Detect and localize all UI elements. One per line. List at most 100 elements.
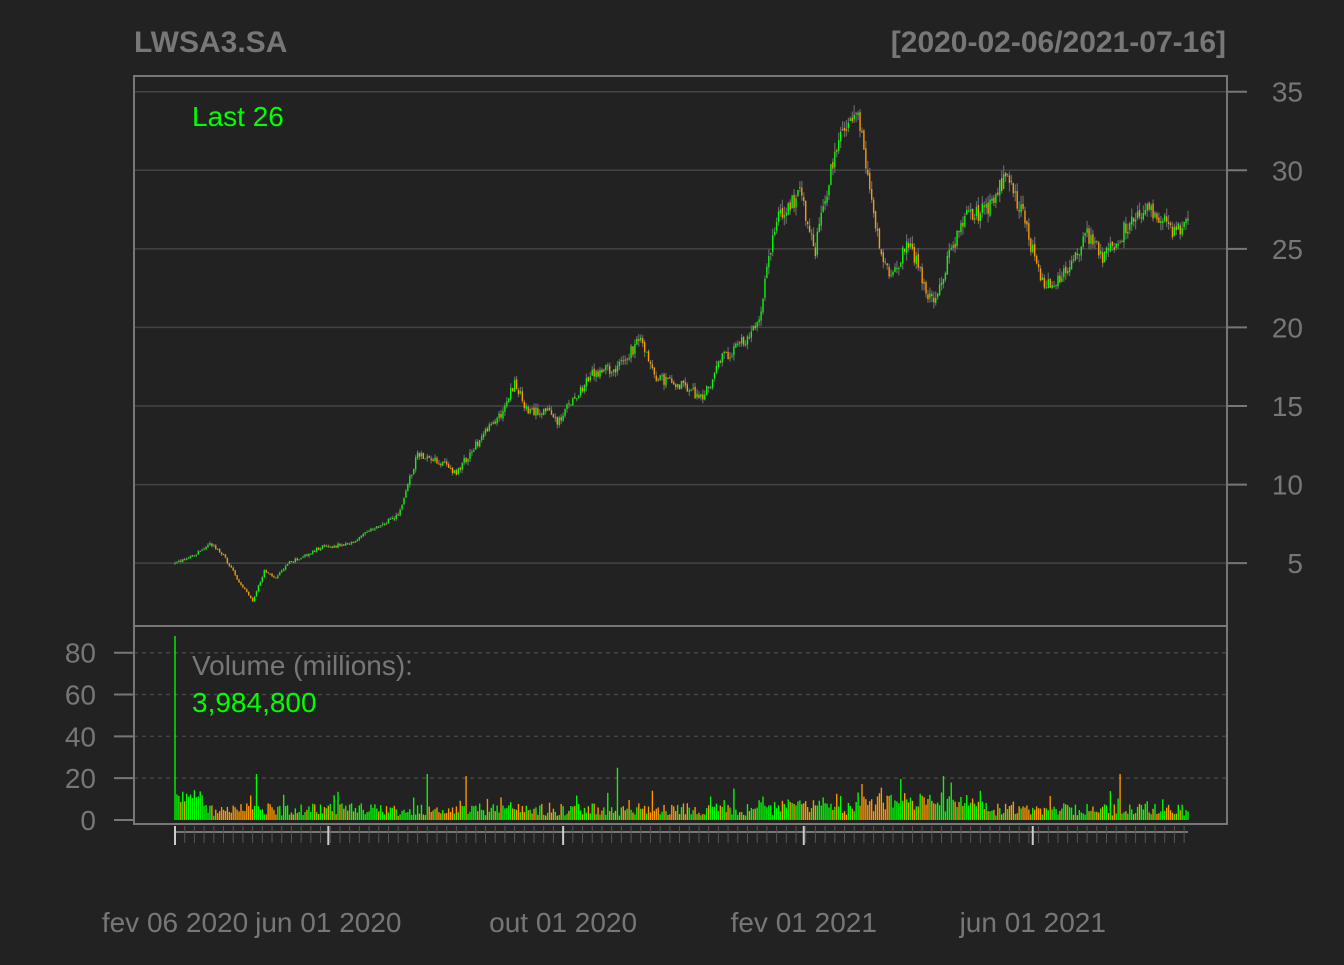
volume-bar bbox=[232, 805, 234, 820]
candle-body bbox=[438, 463, 440, 465]
candle-body bbox=[1086, 228, 1088, 233]
candle-body bbox=[832, 162, 834, 169]
candle-body bbox=[498, 413, 500, 419]
volume-bar bbox=[207, 812, 209, 820]
candle-body bbox=[525, 405, 527, 410]
price-grid bbox=[134, 90, 1227, 564]
candle-body bbox=[1167, 222, 1170, 224]
volume-bar bbox=[1086, 803, 1088, 820]
volume-bar bbox=[271, 807, 273, 820]
volume-bar bbox=[1164, 810, 1166, 820]
volume-bar bbox=[760, 802, 762, 820]
volume-bar bbox=[1098, 812, 1100, 820]
candle-body bbox=[841, 129, 844, 131]
candle-body bbox=[319, 548, 322, 551]
candle-body bbox=[843, 127, 846, 131]
candle-body bbox=[521, 391, 524, 401]
candle-body bbox=[354, 541, 357, 543]
volume-bar bbox=[1127, 813, 1129, 820]
volume-bar bbox=[546, 812, 549, 820]
volume-bar bbox=[777, 805, 780, 820]
candle-body bbox=[1179, 225, 1181, 235]
candle-body bbox=[758, 319, 760, 323]
candle-body bbox=[764, 278, 766, 298]
volume-bar bbox=[222, 809, 225, 820]
volume-bar bbox=[314, 804, 316, 820]
candle-body bbox=[475, 441, 477, 450]
candle-body bbox=[1045, 287, 1048, 289]
candle-body bbox=[292, 561, 295, 563]
candle-body bbox=[1068, 267, 1071, 273]
volume-bar bbox=[1051, 809, 1053, 820]
candle-body bbox=[739, 342, 741, 344]
candle-body bbox=[940, 282, 943, 285]
volume-bar bbox=[401, 810, 403, 820]
candle-body bbox=[182, 559, 184, 562]
candle-body bbox=[207, 544, 209, 548]
volume-bar bbox=[393, 805, 395, 820]
volume-bar bbox=[1049, 796, 1051, 820]
volume-bar bbox=[927, 799, 929, 820]
volume-bar bbox=[1109, 791, 1112, 820]
candle-body bbox=[1150, 205, 1152, 211]
volume-tick-label: 20 bbox=[65, 763, 96, 794]
candle-body bbox=[325, 545, 328, 547]
candle-body bbox=[378, 526, 380, 528]
candle-body bbox=[966, 210, 968, 215]
volume-bar bbox=[925, 804, 927, 820]
volume-bar bbox=[455, 806, 458, 820]
candle-body bbox=[1125, 223, 1127, 234]
volume-bar bbox=[1138, 803, 1141, 820]
volume-bar bbox=[446, 812, 448, 820]
candle-body bbox=[830, 164, 832, 185]
volume-bar bbox=[265, 814, 267, 820]
volume-bar bbox=[651, 790, 654, 820]
volume-bar bbox=[816, 805, 819, 820]
candle-body bbox=[607, 364, 609, 366]
candle-body bbox=[451, 467, 454, 473]
volume-bar bbox=[238, 811, 240, 820]
candle-body bbox=[461, 462, 463, 470]
volume-bar bbox=[380, 805, 382, 820]
volume-bar bbox=[1111, 815, 1113, 820]
volume-bar bbox=[383, 814, 386, 820]
volume-bar bbox=[184, 801, 186, 820]
candle-body bbox=[1063, 268, 1065, 278]
volume-bar bbox=[372, 807, 374, 820]
candle-body bbox=[729, 357, 731, 359]
volume-bar bbox=[671, 804, 673, 820]
candle-body bbox=[471, 451, 473, 453]
candle-body bbox=[556, 417, 558, 425]
volume-bar bbox=[391, 807, 394, 820]
volume-bar bbox=[993, 809, 995, 820]
volume-bar bbox=[882, 802, 885, 820]
candle-body bbox=[661, 375, 663, 377]
volume-bar bbox=[562, 806, 564, 820]
volume-bar bbox=[360, 803, 362, 820]
volume-bar bbox=[834, 806, 836, 820]
x-tick-label: out 01 2020 bbox=[489, 907, 637, 938]
volume-bar bbox=[306, 809, 308, 820]
candle-body bbox=[290, 561, 293, 563]
candle-body bbox=[234, 570, 236, 576]
candle-body bbox=[692, 387, 694, 390]
volume-bar bbox=[403, 809, 405, 820]
volume-bar bbox=[764, 805, 766, 820]
candle-body bbox=[872, 199, 875, 214]
candle-body bbox=[220, 552, 223, 555]
candle-body bbox=[793, 194, 795, 209]
candle-body bbox=[275, 577, 277, 579]
volume-bar bbox=[263, 814, 265, 820]
volume-bar bbox=[1162, 799, 1164, 820]
candle-body bbox=[1142, 212, 1145, 220]
candle-body bbox=[416, 452, 419, 459]
volume-bar bbox=[447, 808, 450, 820]
volume-bar bbox=[642, 808, 644, 820]
candle-body bbox=[632, 346, 634, 355]
candle-body bbox=[490, 424, 492, 426]
candle-body bbox=[989, 199, 991, 216]
candle-body bbox=[267, 572, 269, 574]
candle-body bbox=[1148, 202, 1150, 210]
candle-body bbox=[418, 453, 421, 457]
candle-body bbox=[1051, 285, 1053, 289]
